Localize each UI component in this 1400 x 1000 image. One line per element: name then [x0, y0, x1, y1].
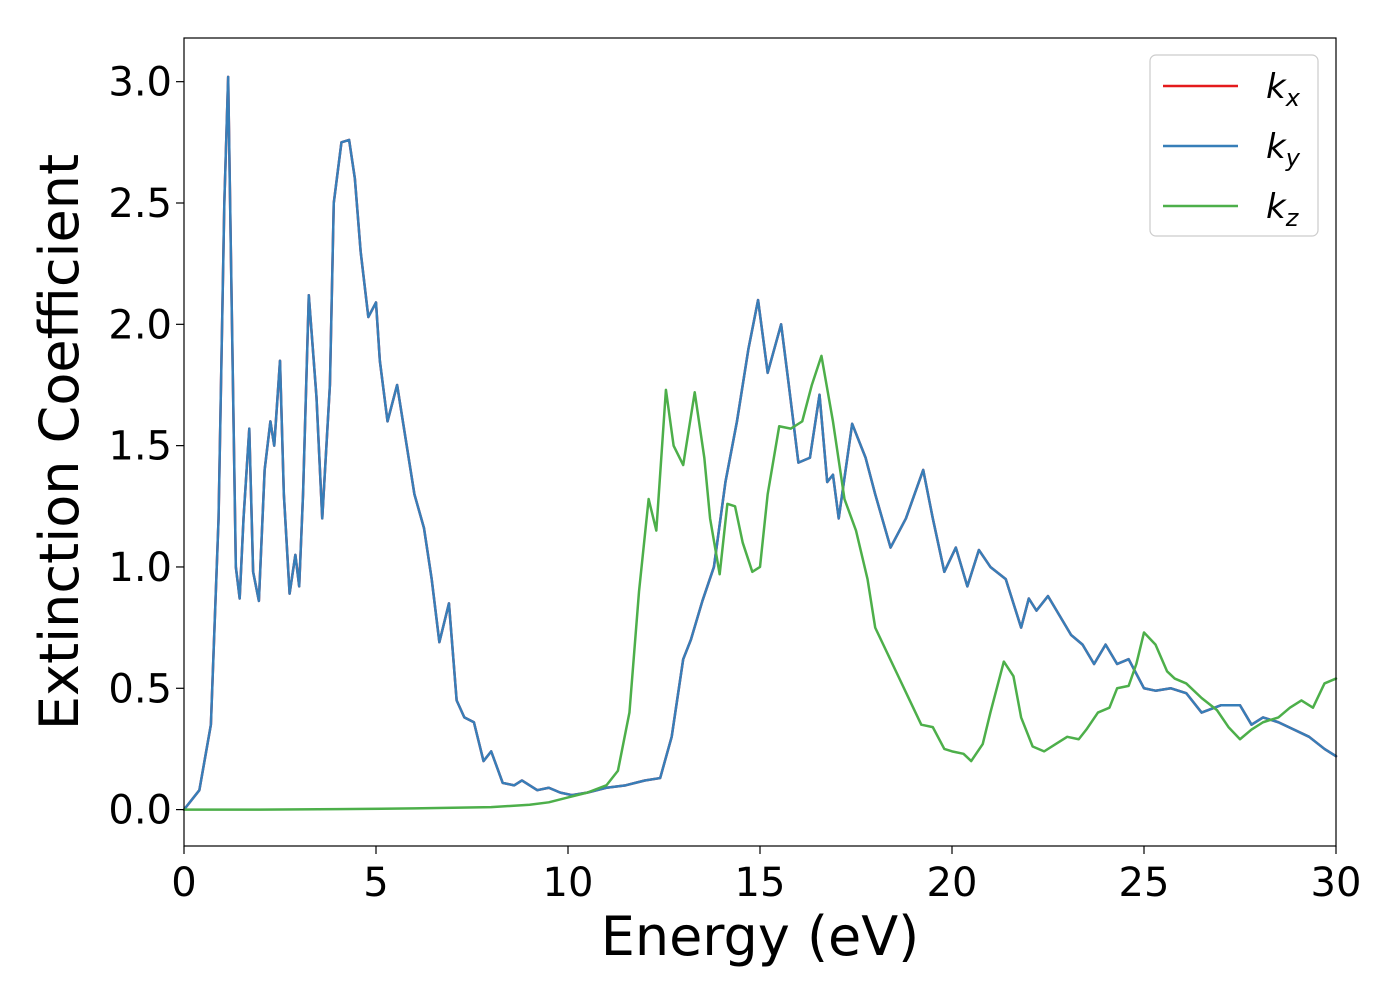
y-tick-label: 2.0 [108, 302, 172, 348]
y-tick-label: 0.0 [108, 788, 172, 834]
plot-background [184, 38, 1336, 846]
legend-label-ky: ky [1266, 127, 1301, 172]
y-tick-label: 1.5 [108, 424, 172, 470]
x-tick-label: 0 [171, 860, 196, 906]
x-tick-label: 10 [543, 860, 594, 906]
y-tick-label: 2.5 [108, 181, 172, 227]
series-layer [182, 75, 1338, 811]
legend-label-kz: kz [1266, 187, 1300, 232]
x-axis: 0 5 10 15 20 25 30 [171, 846, 1361, 906]
x-tick-label: 30 [1311, 860, 1362, 906]
x-tick-label: 15 [735, 860, 786, 906]
y-tick-label: 0.5 [108, 666, 172, 712]
y-axis: 0.0 0.5 1.0 1.5 2.0 2.5 3.0 [108, 60, 184, 834]
x-tick-label: 5 [363, 860, 388, 906]
x-tick-label: 25 [1119, 860, 1170, 906]
y-tick-label: 3.0 [108, 60, 172, 106]
x-axis-title: Energy (eV) [601, 905, 920, 968]
series-line-ky [182, 75, 1338, 811]
y-tick-label: 1.0 [108, 545, 172, 591]
legend-label-kx: kx [1266, 67, 1301, 112]
y-axis-title: Extinction Coefficient [28, 154, 91, 730]
series-line-kz [182, 354, 1338, 811]
x-tick-label: 20 [927, 860, 978, 906]
legend: kx ky kz [1149, 54, 1319, 237]
